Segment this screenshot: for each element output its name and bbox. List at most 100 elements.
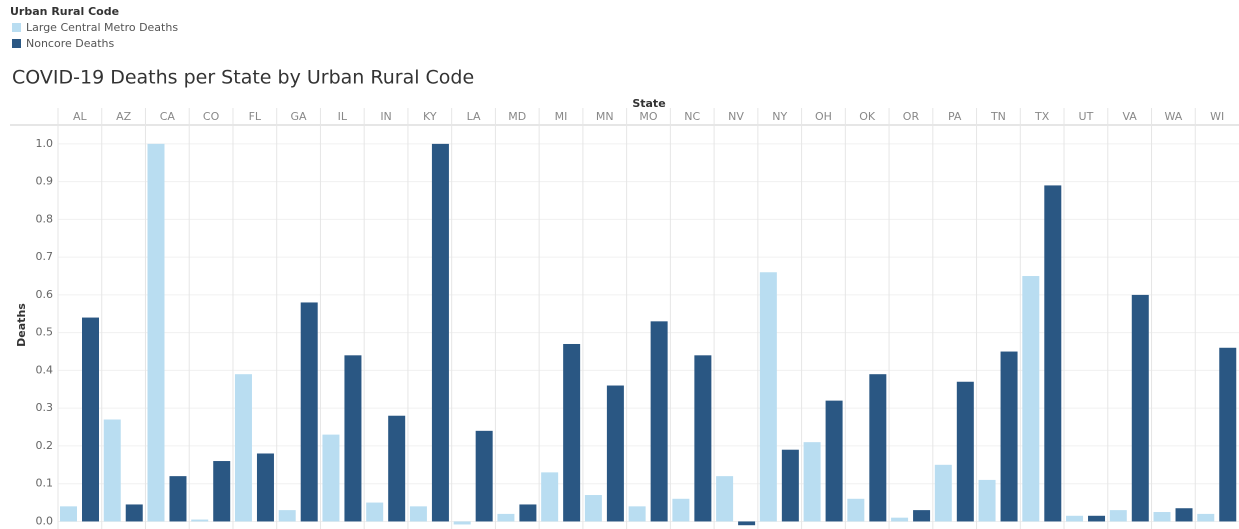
x-tick-label: AL [73,110,88,123]
x-tick-label: TN [990,110,1006,123]
x-tick-label: IL [338,110,348,123]
chart-title: COVID-19 Deaths per State by Urban Rural… [12,67,474,89]
y-axis-title: Deaths [15,303,28,347]
bar [803,442,821,522]
bar [738,521,756,526]
bar [322,434,340,522]
y-tick-label: 0.4 [36,363,54,376]
y-tick-label: 0.6 [36,288,54,301]
bar [1175,508,1193,522]
bar [1066,515,1084,522]
legend-title: Urban Rural Code [10,5,119,18]
legend-label: Large Central Metro Deaths [26,21,178,34]
bar [978,479,996,522]
x-tick-label: TX [1034,110,1050,123]
bar [716,476,734,522]
bar [409,506,427,522]
bar [60,506,77,522]
bar [475,430,493,522]
bar [300,302,318,522]
y-tick-label: 0.3 [36,401,54,414]
y-tick-label: 0.9 [36,175,54,188]
x-tick-label: VA [1122,110,1137,123]
x-tick-label: FL [249,110,262,123]
bar [1022,276,1040,522]
y-tick-label: 0.7 [36,250,54,263]
bar [628,506,646,522]
x-tick-label: PA [948,110,962,123]
y-tick-label: 0.8 [36,212,54,225]
bar [759,272,777,522]
bar [650,321,668,522]
x-axis-title: State [632,97,665,110]
y-tick-label: 0.5 [36,326,54,339]
bar [934,464,952,522]
x-tick-label: UT [1079,110,1094,123]
x-tick-label: MN [596,110,614,123]
x-tick-label: WI [1210,110,1224,123]
legend-label: Noncore Deaths [26,37,115,50]
bar [1000,351,1018,522]
bar [278,510,296,522]
bar [781,449,799,522]
bar [256,453,274,522]
x-tick-label: OR [903,110,920,123]
y-tick-label: 0.1 [36,477,54,490]
x-tick-label: OK [859,110,876,123]
x-tick-label: MD [508,110,526,123]
bar [847,498,865,522]
bar [431,143,449,522]
legend-swatch [12,39,21,48]
bar [169,476,187,522]
y-tick-label: 0.0 [36,514,54,527]
x-tick-label: OH [815,110,832,123]
bar [147,143,165,522]
bar [913,510,931,522]
bar [344,355,362,522]
bar [825,400,843,522]
x-tick-label: LA [467,110,481,123]
bar [519,504,537,522]
bar [125,504,143,522]
x-tick-label: NC [684,110,700,123]
x-tick-label: IN [380,110,391,123]
x-tick-label: MO [639,110,657,123]
bar [82,317,99,522]
y-tick-label: 1.0 [36,137,54,150]
bar [1131,294,1149,522]
bar [103,419,121,522]
x-tick-label: GA [291,110,308,123]
bar [1088,515,1106,522]
bar [1109,510,1127,522]
x-tick-label: KY [423,110,437,123]
x-tick-label: MI [555,110,568,123]
bar [191,519,209,522]
bar [1197,513,1215,522]
x-tick-label: NY [772,110,787,123]
bar [366,502,384,522]
bar [541,472,559,522]
bar [956,381,974,522]
bar [497,513,515,522]
bar [234,374,252,522]
bar [453,521,471,525]
bar [213,461,231,522]
x-tick-label: WA [1164,110,1182,123]
bar [563,343,581,522]
x-tick-label: CO [203,110,220,123]
bar [606,385,624,522]
bar [584,495,602,522]
bar [1044,185,1062,522]
y-tick-label: 0.2 [36,439,54,452]
bar [694,355,712,522]
legend-swatch [12,23,21,32]
bar [869,374,887,522]
bar [1219,347,1237,522]
x-tick-label: AZ [116,110,132,123]
x-tick-label: CA [160,110,176,123]
bar [672,498,690,522]
bar [388,415,406,522]
x-tick-label: NV [728,110,744,123]
bar [1153,512,1171,522]
